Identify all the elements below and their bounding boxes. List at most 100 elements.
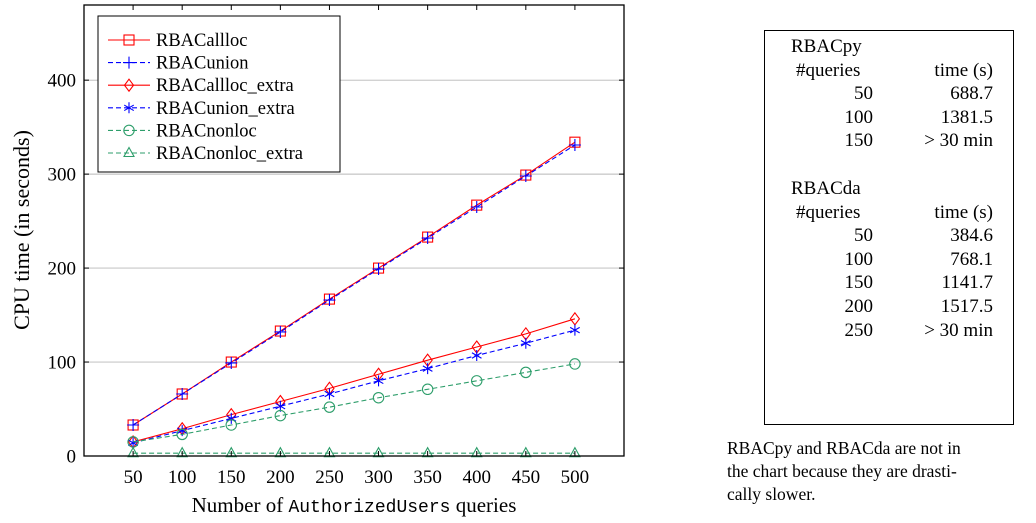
table-cell-time: 1141.7: [941, 272, 993, 294]
table-header-row: #queries time (s): [765, 59, 1013, 83]
cpu-time-chart: 0 100 200 300 400 50 100 150 200 250 300 350 400 450 5…: [9, 4, 625, 518]
plus-marker: [421, 232, 434, 245]
table-cell-queries: 50: [854, 83, 873, 105]
table-cell-queries: 200: [844, 295, 874, 317]
plot-frame: [83, 4, 625, 457]
circle-marker: [323, 401, 336, 413]
legend-entry: RBACunion: [108, 54, 249, 74]
x-tick-label: 100: [168, 467, 197, 488]
slow-methods-table: RBACpy #queries time (s) 50 688.7 100 13…: [764, 30, 1014, 425]
triangle-marker: [519, 446, 532, 458]
series-rbacunion-extra: [128, 324, 580, 449]
legend-label: RBACallloc_extra: [156, 76, 294, 96]
y-tick-label: 300: [48, 165, 77, 186]
triangle-marker: [176, 446, 189, 458]
legend-label: RBACallloc: [156, 31, 247, 51]
legend-entry: RBACnonloc_extra: [108, 144, 303, 164]
note-line: RBACpy and RBACda are not in: [727, 438, 961, 458]
table-cell-time: 688.7: [950, 83, 993, 105]
plus-marker: [225, 356, 238, 369]
legend-entry: RBACallloc_extra: [108, 76, 294, 96]
table-col-queries-header: #queries: [796, 201, 861, 223]
y-tick-label: 0: [67, 447, 77, 468]
triangle-marker: [127, 446, 140, 458]
table-col-time-header: time (s): [934, 201, 993, 223]
legend-label: RBACunion: [156, 54, 249, 74]
triangle-marker: [274, 446, 287, 458]
x-tick-label: 400: [462, 467, 491, 488]
table-cell-queries: 250: [844, 319, 874, 341]
plus-marker: [568, 138, 581, 151]
table-cell-queries: 150: [844, 272, 874, 294]
circle-marker: [274, 409, 287, 422]
triangle-marker: [470, 446, 483, 458]
table-row: 50 688.7: [765, 82, 1013, 106]
series-rbacnonloc: [127, 358, 581, 448]
note-line: the chart because they are drasti-: [727, 461, 957, 481]
note-line: cally slower.: [727, 484, 816, 504]
star-marker: [123, 102, 135, 114]
plus-marker: [323, 294, 336, 307]
x-tick-label: 300: [364, 467, 393, 488]
plus-marker: [123, 56, 135, 69]
circle-marker: [569, 358, 581, 370]
circle-marker: [225, 419, 238, 431]
x-axis-label-code: AuthorizedUsers: [288, 498, 450, 518]
star-marker: [422, 363, 433, 375]
circle-marker: [421, 383, 434, 396]
star-marker: [569, 324, 580, 336]
x-tick-label: 50: [124, 467, 143, 488]
table-col-time-header: time (s): [934, 59, 993, 81]
circle-marker: [123, 124, 135, 137]
table-section-title: RBACpy: [791, 36, 862, 57]
triangle-marker: [123, 146, 135, 158]
table-cell-time: > 30 min: [924, 130, 993, 152]
table-row: 250 > 30 min: [765, 319, 1013, 343]
series-rbacallloc: [127, 136, 581, 431]
square-marker: [123, 34, 135, 46]
table-col-queries-header: #queries: [796, 59, 861, 81]
triangle-marker: [225, 446, 238, 458]
series-rbacunion: [127, 138, 581, 431]
table-row: 150 > 30 min: [765, 129, 1013, 153]
plus-marker: [274, 325, 287, 338]
table-cell-time: 1517.5: [940, 295, 993, 317]
x-axis-label-part-3: queries: [450, 493, 516, 517]
table-row: 200 1517.5: [765, 295, 1013, 319]
triangle-marker: [568, 446, 581, 458]
star-marker: [226, 412, 237, 424]
table-cell-time: > 30 min: [924, 319, 993, 341]
triangle-marker: [323, 446, 336, 458]
table-cell-queries: 100: [844, 248, 874, 270]
plus-marker: [519, 170, 532, 183]
star-marker: [471, 349, 482, 361]
legend-label: RBACnonloc_extra: [156, 144, 303, 164]
table-cell-queries: 150: [844, 130, 874, 152]
series-line: [133, 363, 576, 443]
series-line: [132, 141, 576, 426]
legend-entry: RBACunion_extra: [108, 99, 295, 119]
circle-marker: [176, 428, 188, 441]
table-section-title: RBACda: [791, 177, 861, 199]
series-layer: [127, 136, 581, 458]
plus-marker: [176, 387, 189, 400]
axis-ticks: [84, 5, 624, 457]
circle-marker: [520, 366, 532, 379]
plus-marker: [470, 201, 483, 214]
y-tick-label: 200: [48, 259, 77, 280]
x-tick-label: 500: [561, 467, 590, 488]
star-marker: [520, 337, 531, 349]
plus-marker: [372, 263, 385, 276]
star-marker: [373, 375, 384, 387]
x-axis-label: Number of AuthorizedUsers queries: [192, 493, 517, 518]
legend-entry: RBACnonloc: [108, 121, 257, 141]
table-header-row: #queries time (s): [765, 201, 1013, 225]
table-row: 150 1141.7: [765, 271, 1013, 295]
diamond-marker: [123, 78, 135, 93]
table-row: 100 768.1: [765, 248, 1013, 272]
axis-tick-labels: 0 100 200 300 400 50 100 150 200 250 300 350 400 450 5…: [48, 71, 590, 488]
star-marker: [324, 388, 335, 400]
y-tick-label: 400: [48, 71, 77, 92]
legend-label: RBACunion_extra: [156, 99, 295, 119]
